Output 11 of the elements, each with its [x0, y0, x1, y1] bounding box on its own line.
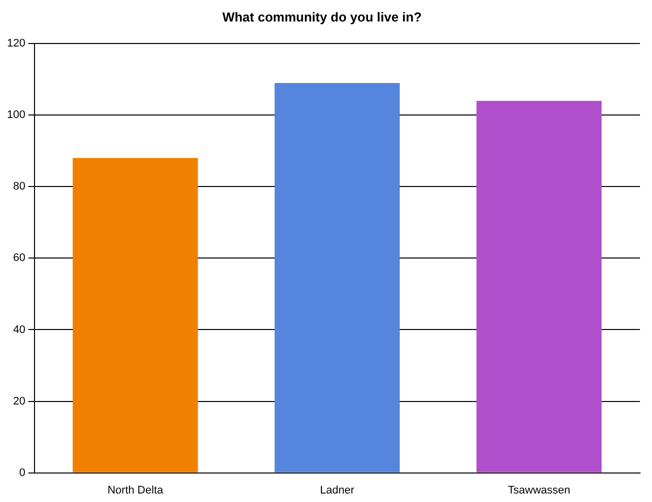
x-tick-label: Ladner [320, 484, 355, 496]
y-tick-label: 0 [19, 466, 26, 479]
y-tick-label: 40 [13, 324, 26, 336]
y-tick-label: 80 [13, 180, 26, 193]
y-tick-label: 120 [6, 38, 26, 50]
y-tick-label: 60 [13, 252, 26, 264]
x-tick-label: North Delta [107, 484, 164, 496]
y-tick-label: 100 [6, 109, 26, 122]
y-tick-label: 20 [13, 395, 26, 408]
x-tick-label: Tsawwassen [508, 484, 570, 496]
chart-title: What community do you live in? [222, 9, 422, 24]
